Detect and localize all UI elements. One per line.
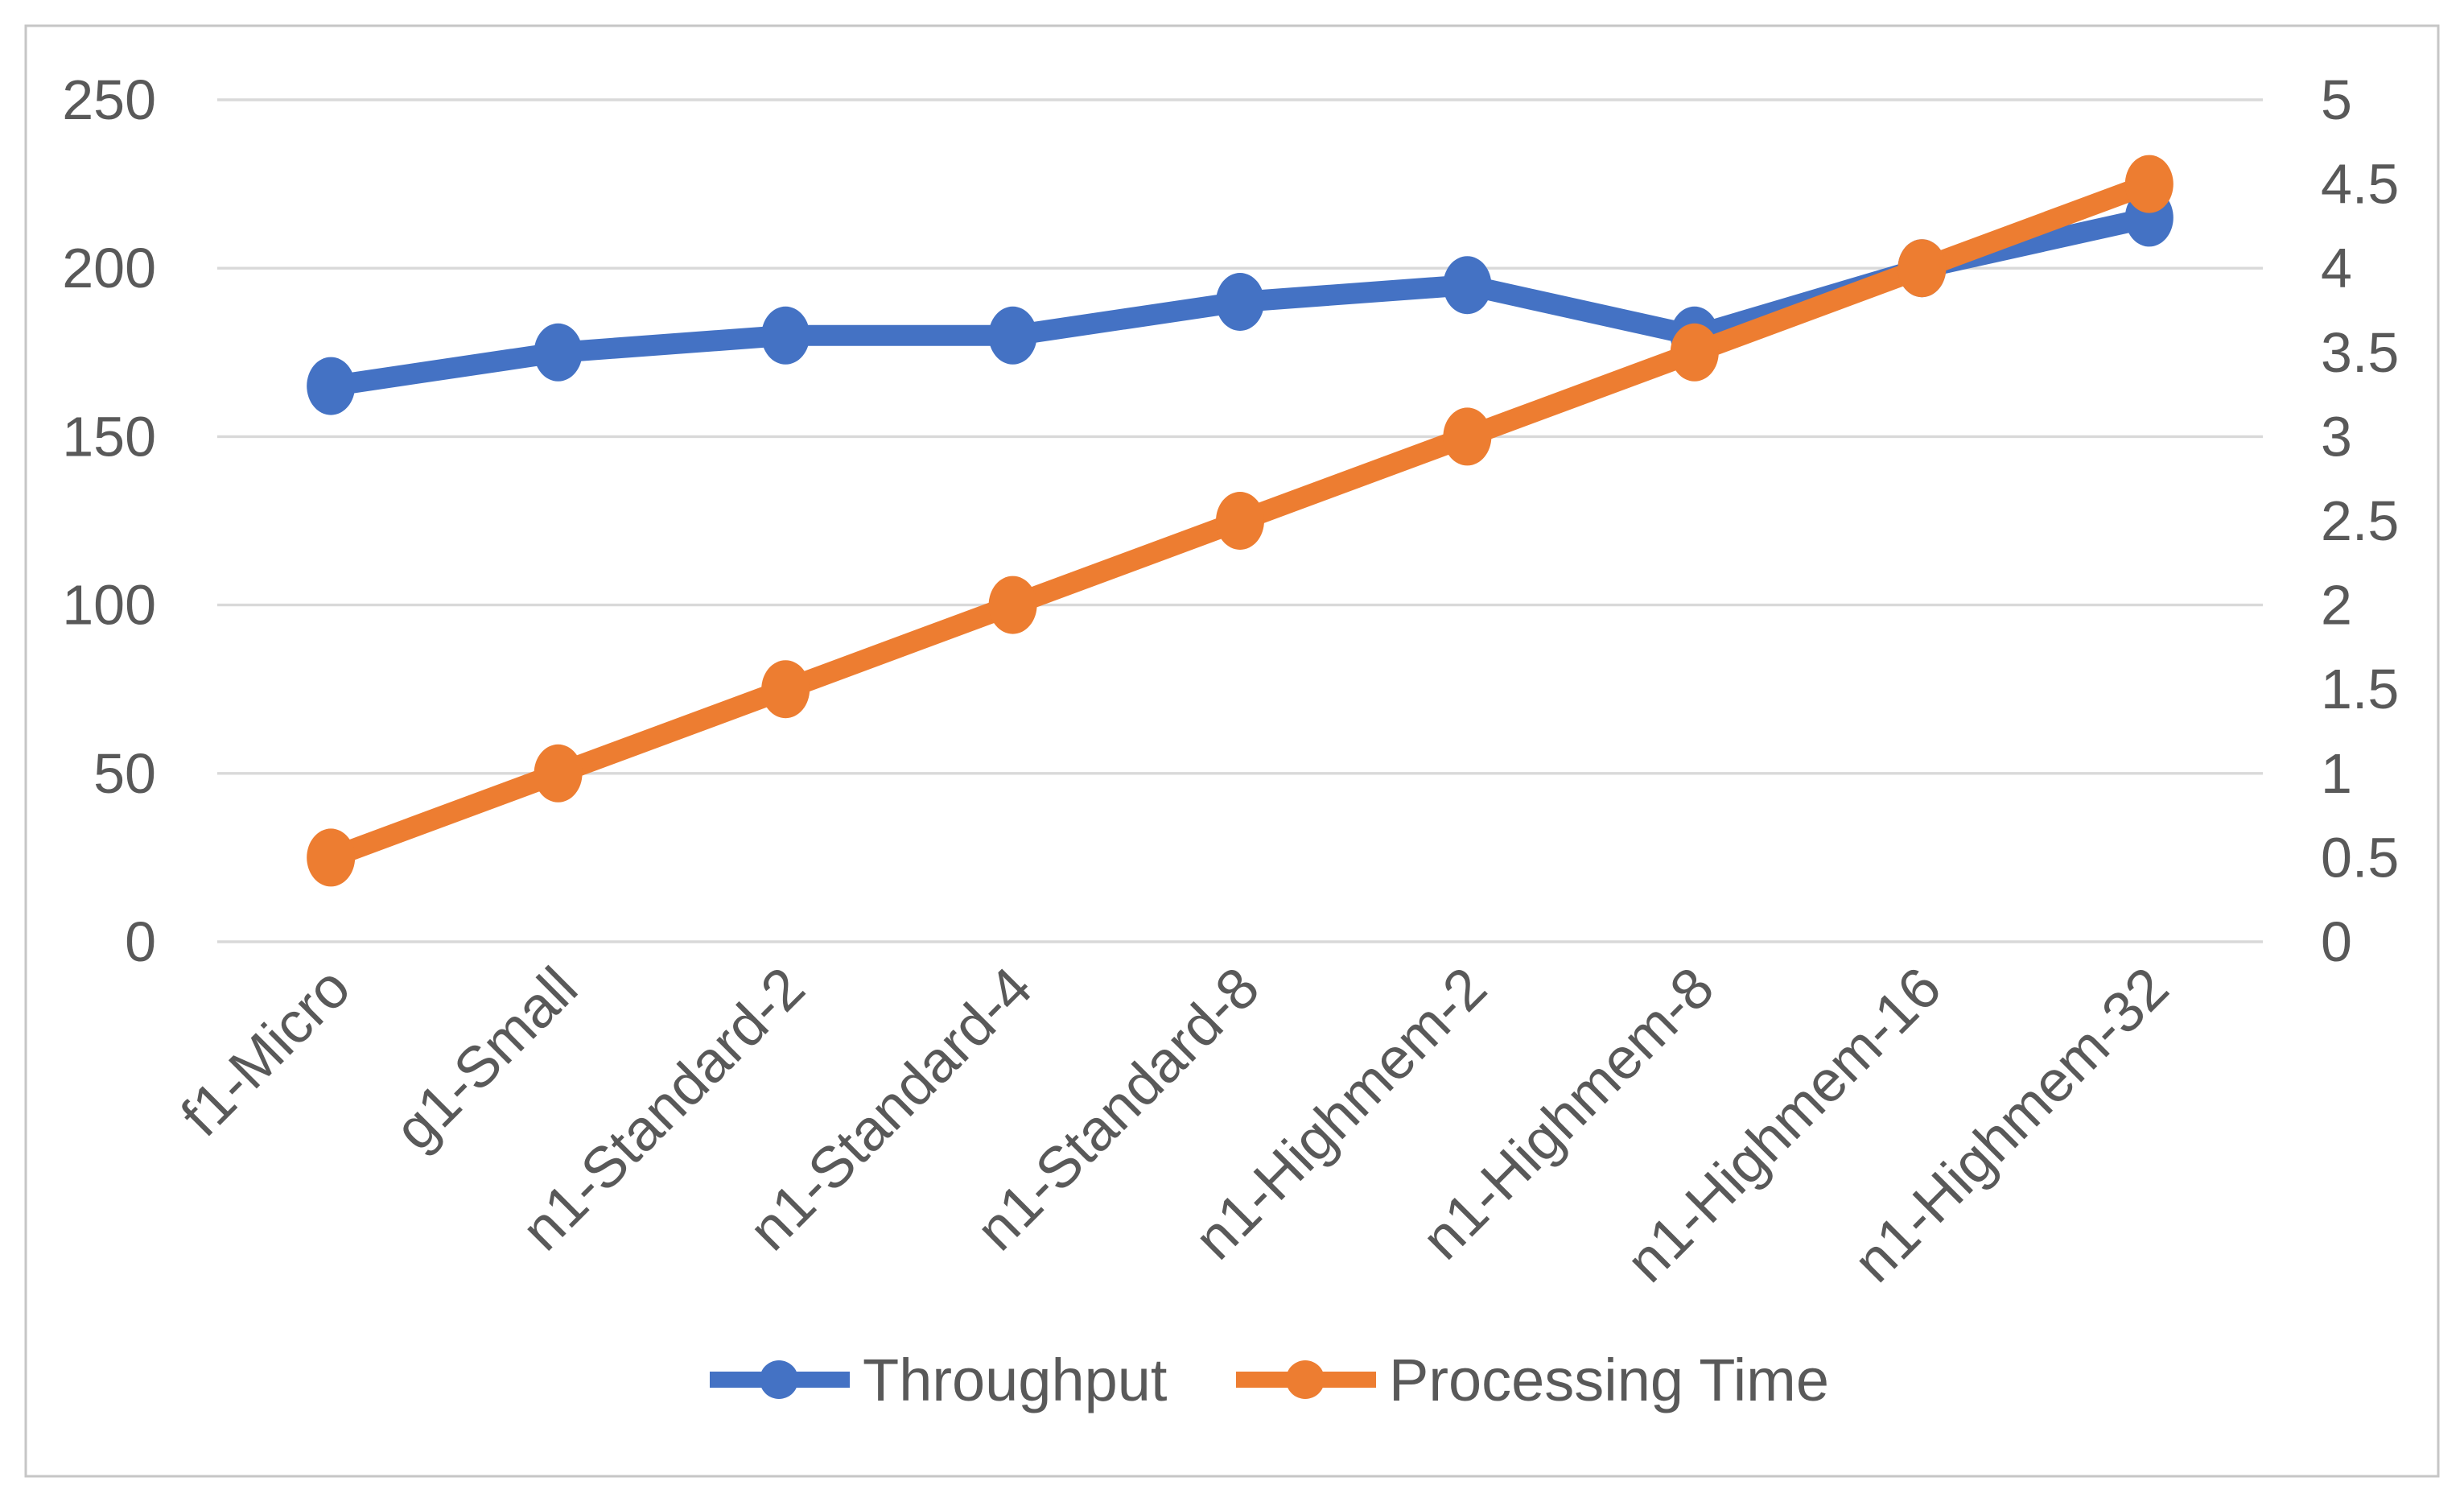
right-axis-label-3: 3 [2321, 405, 2352, 468]
right-axis-label-4: 4 [2321, 237, 2352, 299]
x-axis-label-f1-micro: f1-Micro [169, 955, 362, 1149]
right-axis-label-4.5: 4.5 [2321, 153, 2399, 216]
throughput-marker-n1-standard-4 [988, 306, 1037, 365]
right-axis-label-5: 5 [2321, 68, 2352, 131]
processing-time-marker-n1-standard-4 [988, 576, 1037, 634]
left-axis-label-250: 250 [62, 68, 156, 131]
left-axis-label-100: 100 [62, 574, 156, 637]
throughput-marker-n1-highmem-2 [1443, 256, 1492, 315]
processing-time-marker-f1-micro [307, 828, 356, 887]
processing-time-marker-n1-highmem-2 [1443, 407, 1492, 466]
left-axis-label-0: 0 [125, 910, 156, 973]
processing-time-marker-n1-highmem-32 [2124, 155, 2174, 213]
right-axis-label-2.5: 2.5 [2321, 489, 2399, 552]
legend: Throughput Processing Time [710, 1347, 1829, 1413]
figure-border [24, 24, 2440, 1478]
processing-time-marker-n1-standard-2 [761, 660, 810, 719]
throughput-marker-n1-standard-8 [1216, 273, 1264, 331]
throughput-marker-g1-small [534, 323, 583, 382]
x-axis-category-labels: f1-Micro g1-Smalln1-Standard-2n1-Standard… [169, 955, 2181, 1295]
processing-time-marker-n1-highmem-16 [1897, 239, 1947, 298]
legend-label-throughput: Throughput [863, 1347, 1168, 1413]
right-axis-tick-labels: 0 0.5 1 1.5 2 2.5 3 3.5 4 4.5 5 [2321, 68, 2399, 973]
right-axis-label-2: 2 [2321, 574, 2352, 637]
x-axis-label-g1-small: g1-Small [383, 955, 590, 1162]
right-axis-label-1.5: 1.5 [2321, 658, 2399, 720]
processing-time-marker-n1-highmem-8 [1670, 323, 1719, 382]
processing-time-marker-g1-small [534, 744, 583, 803]
right-axis-label-0.5: 0.5 [2321, 826, 2399, 889]
throughput-marker-f1-micro [307, 357, 356, 415]
processing-time-marker-n1-standard-8 [1216, 492, 1264, 550]
legend-marker-throughput [760, 1360, 798, 1399]
left-axis-label-200: 200 [62, 237, 156, 299]
legend-label-processing-time: Processing Time [1389, 1347, 1829, 1413]
series-plot [307, 155, 2174, 887]
legend-marker-processing-time [1286, 1360, 1325, 1399]
left-axis-label-50: 50 [93, 742, 156, 805]
left-axis-label-150: 150 [62, 405, 156, 468]
right-axis-label-3.5: 3.5 [2321, 321, 2399, 384]
throughput-marker-n1-standard-2 [761, 306, 810, 365]
left-axis-tick-labels: 0 50 100 150 200 250 [62, 68, 156, 973]
right-axis-label-1: 1 [2321, 742, 2352, 805]
right-axis-label-0: 0 [2321, 910, 2352, 973]
